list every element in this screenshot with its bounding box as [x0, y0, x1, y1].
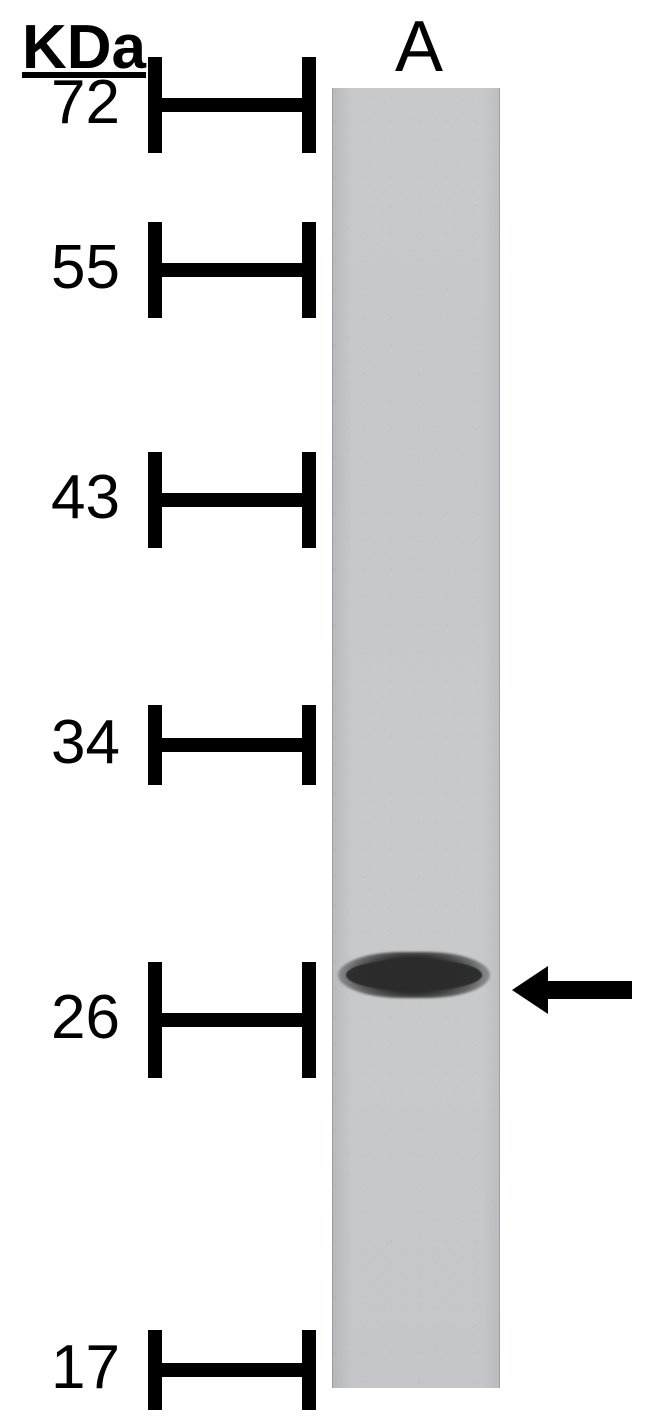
arrow-head-icon	[512, 966, 548, 1014]
blot-figure: KDa 725543342617 A	[0, 0, 650, 1422]
arrow-shaft	[540, 981, 632, 999]
target-arrow	[0, 0, 650, 1422]
